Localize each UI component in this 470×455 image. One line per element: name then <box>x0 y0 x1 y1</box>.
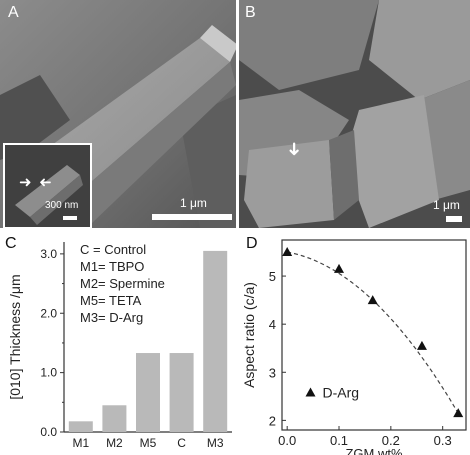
panel-a-scale-bar <box>152 214 232 220</box>
c-x-tick-label: M1 <box>72 436 89 450</box>
sem-panel-a: A ➜ ➜ 300 nm 1 μm <box>0 0 236 228</box>
panel-a-scale-label: 1 μm <box>180 196 207 210</box>
c-bar-m5 <box>136 353 160 432</box>
panel-b-label: B <box>245 4 256 21</box>
d-y-tick-label: 4 <box>269 317 276 332</box>
c-x-tick-label: M2 <box>106 436 123 450</box>
c-legend-entry: C = Control <box>80 242 146 257</box>
d-x-tick-label: 0.1 <box>330 433 348 448</box>
c-y-tick-label: 0.0 <box>40 425 57 439</box>
panel-b-scale-bar <box>446 216 462 222</box>
panel-a-label: A <box>8 4 19 21</box>
c-legend-entry: M5= TETA <box>80 293 142 308</box>
d-y-tick-label: 2 <box>269 413 276 428</box>
panel-b-arrow-down-icon: ➜ <box>284 141 305 157</box>
c-legend-entry: M2= Spermine <box>80 276 165 291</box>
d-data-point <box>453 408 464 418</box>
c-y-tick-label: 2.0 <box>40 306 57 320</box>
inset-image: ➜ ➜ 300 nm <box>3 143 92 228</box>
c-x-tick-label: M5 <box>140 436 157 450</box>
inset-scale-bar <box>63 216 77 220</box>
sem-panel-b: B ➜ 1 μm <box>239 0 470 228</box>
c-bar-m3 <box>203 250 228 432</box>
panel-b-scale-label: 1 μm <box>433 198 460 212</box>
d-data-point <box>416 340 427 350</box>
c-bar-m1 <box>68 421 93 432</box>
c-y-axis-label: [010] Thickness /μm <box>7 274 23 399</box>
c-legend-entry: M3= D-Arg <box>80 310 143 325</box>
d-plot-frame <box>281 239 467 431</box>
sem-image-b <box>239 0 470 228</box>
aspect-ratio-scatter-chart: 2 3 4 5 0.0 0.1 0.2 0.3 ZGM wt% Aspect ratio (c/a… <box>241 239 467 455</box>
inset-arrow-left-icon: ➜ <box>39 174 52 191</box>
c-x-tick-label: C <box>177 436 186 450</box>
d-x-axis-label: ZGM wt% <box>345 446 402 455</box>
thickness-bar-chart: 0.0 1.0 2.0 3.0 [010] Thickness /μm M1 M2 M5 C M3… <box>7 242 232 450</box>
d-y-tick-label: 5 <box>269 269 276 284</box>
d-y-axis-label: Aspect ratio (c/a) <box>241 282 257 388</box>
c-bar-m2 <box>102 405 127 432</box>
c-y-tick-label: 1.0 <box>40 366 57 380</box>
d-y-tick-label: 3 <box>269 365 276 380</box>
c-bar-c <box>169 353 194 432</box>
d-trend-line <box>287 251 459 414</box>
c-y-tick-label: 3.0 <box>40 247 57 261</box>
d-data-point <box>334 263 345 273</box>
d-x-tick-label: 0.2 <box>382 433 400 448</box>
inset-arrow-right-icon: ➜ <box>19 174 32 191</box>
d-x-tick-label: 0.0 <box>278 433 296 448</box>
inset-crystal-image <box>5 145 90 227</box>
panel-c-label: C <box>5 235 17 252</box>
d-data-point <box>367 295 378 305</box>
d-legend-label: D-Arg <box>323 384 360 400</box>
d-x-tick-label: 0.3 <box>434 433 452 448</box>
c-legend-entry: M1= TBPO <box>80 259 144 274</box>
c-x-tick-label: M3 <box>207 436 224 450</box>
inset-scale-label: 300 nm <box>45 200 79 211</box>
d-legend-marker <box>305 387 316 397</box>
d-data-point <box>282 247 293 257</box>
panel-d-label: D <box>246 235 258 252</box>
sem-image-a <box>0 0 236 228</box>
